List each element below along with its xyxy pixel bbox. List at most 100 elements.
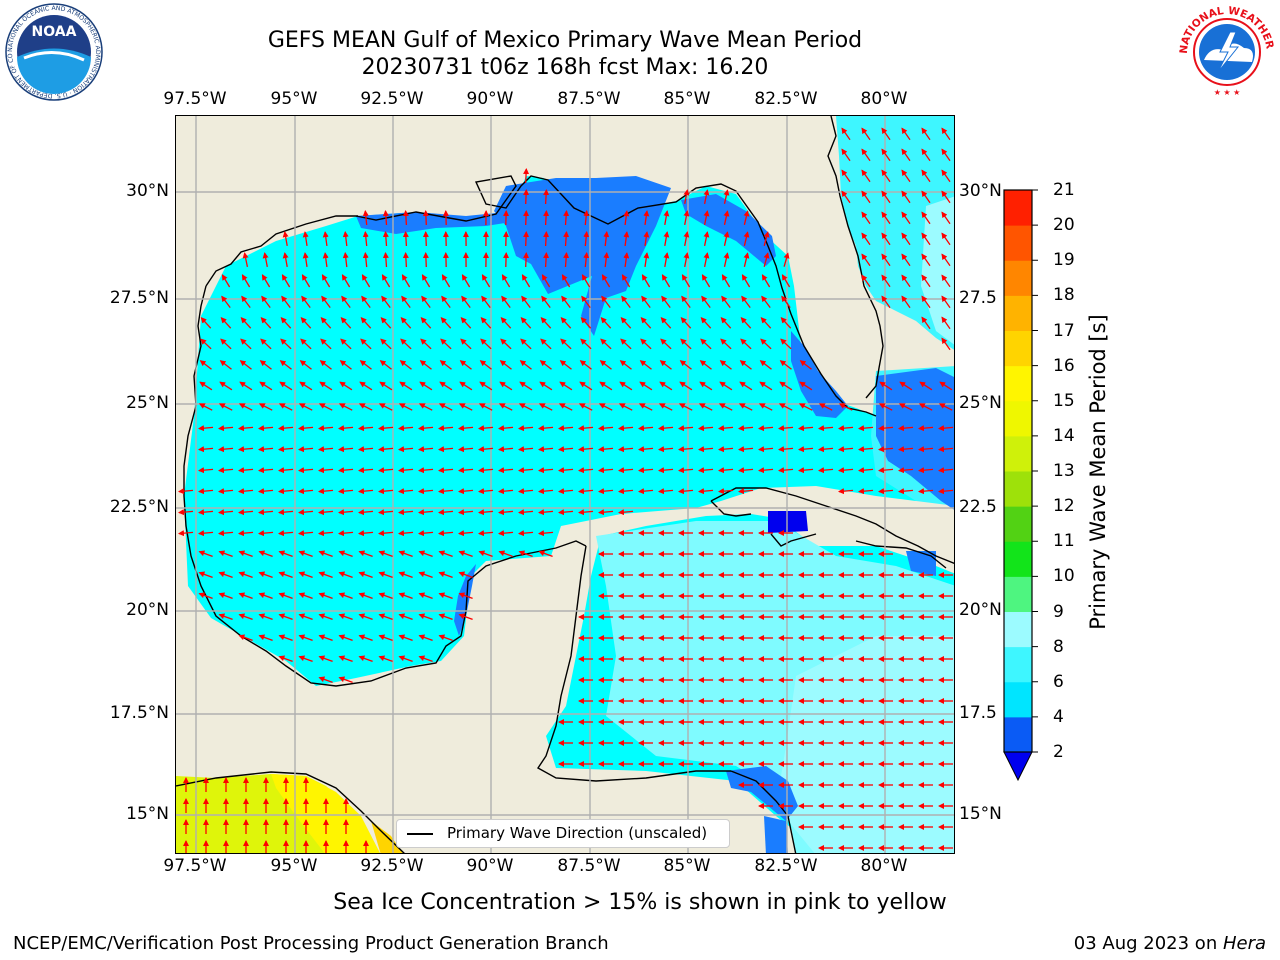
wave-direction-arrow: [878, 488, 894, 495]
wave-direction-arrow: [401, 274, 411, 288]
map-legend: Primary Wave Direction (unscaled): [396, 819, 730, 848]
wave-direction-arrow: [543, 189, 550, 205]
wave-direction-arrow: [679, 360, 692, 370]
wave-direction-arrow: [523, 231, 530, 247]
wave-direction-arrow: [398, 425, 414, 432]
wave-direction-arrow: [538, 467, 554, 474]
lat-label: 22.5: [959, 497, 997, 517]
wave-direction-arrow: [540, 317, 552, 329]
lat-label: 20°N: [126, 600, 169, 620]
wave-direction-arrow: [398, 488, 414, 495]
wave-direction-arrow: [418, 613, 433, 621]
wave-direction-arrow: [539, 360, 552, 370]
wave-direction-arrow: [663, 231, 670, 247]
wave-direction-arrow: [559, 360, 572, 370]
wave-direction-arrow: [298, 467, 314, 474]
wave-direction-arrow: [921, 211, 931, 225]
wave-direction-arrow: [861, 274, 871, 288]
wave-direction-arrow: [558, 403, 573, 411]
wave-direction-arrow: [678, 446, 694, 453]
wave-direction-arrow: [701, 274, 711, 288]
wave-direction-arrow: [881, 169, 891, 183]
wave-direction-arrow: [659, 381, 673, 391]
wave-direction-arrow: [420, 317, 432, 329]
colorbar-tick-label: 20: [1053, 215, 1075, 236]
wave-direction-arrow: [501, 295, 511, 308]
colorbar-tick-label: 18: [1053, 285, 1075, 306]
wave-direction-arrow: [683, 189, 690, 205]
wave-direction-arrow: [338, 403, 353, 411]
wave-direction-arrow: [623, 252, 630, 267]
colorbar-segment: [1004, 435, 1032, 472]
wave-direction-arrow: [398, 655, 413, 663]
wave-direction-arrow: [558, 446, 574, 453]
wave-direction-arrow: [460, 317, 472, 329]
wave-direction-arrow: [523, 210, 530, 226]
wave-direction-arrow: [901, 148, 911, 162]
wave-direction-arrow: [198, 571, 213, 579]
wave-direction-arrow: [618, 425, 634, 432]
wave-direction-arrow: [618, 509, 634, 516]
wave-direction-arrow: [881, 253, 891, 267]
lon-label: 80°W: [860, 856, 908, 876]
lat-label: 17.5°N: [109, 703, 169, 723]
wave-direction-arrow: [581, 274, 591, 288]
wave-direction-arrow: [623, 210, 630, 225]
wave-direction-arrow: [458, 530, 474, 537]
wave-direction-arrow: [779, 360, 792, 370]
wave-direction-arrow: [278, 655, 293, 663]
wave-direction-arrow: [620, 338, 632, 350]
colorbar-segment: [1004, 295, 1032, 331]
wave-direction-arrow: [759, 360, 772, 370]
wave-direction-arrow: [678, 467, 694, 474]
wave-direction-arrow: [382, 252, 389, 268]
wave-direction-arrow: [438, 488, 454, 495]
wave-direction-arrow: [878, 425, 894, 432]
wave-direction-arrow: [198, 446, 214, 453]
wave-direction-arrow: [262, 252, 269, 268]
wave-direction-arrow: [898, 488, 914, 495]
wave-direction-arrow: [298, 655, 313, 663]
wave-direction-arrow: [400, 338, 412, 350]
wave-direction-arrow: [258, 446, 274, 453]
wave-direction-arrow: [480, 317, 492, 329]
wave-direction-arrow: [478, 425, 494, 432]
wave-direction-arrow: [258, 509, 274, 516]
noaa-logo: NATIONAL OCEANIC AND ATMOSPHERIC ADMINIS…: [4, 2, 103, 101]
wave-direction-arrow: [458, 446, 474, 453]
wave-direction-arrow: [523, 252, 530, 268]
wave-direction-arrow: [218, 403, 233, 411]
wave-direction-arrow: [298, 571, 313, 579]
wave-direction-arrow: [623, 231, 630, 246]
wave-direction-arrow: [758, 403, 773, 411]
wave-direction-arrow: [318, 655, 333, 663]
wave-direction-arrow: [719, 360, 732, 370]
wave-direction-arrow: [683, 252, 690, 268]
colorbar-tick-label: 2: [1053, 742, 1064, 762]
wave-direction-arrow: [679, 381, 693, 391]
wave-direction-arrow: [538, 509, 554, 516]
wave-direction-arrow: [298, 613, 313, 621]
wave-direction-arrow: [618, 446, 634, 453]
lon-label: 95°W: [270, 89, 318, 109]
wave-direction-arrow: [658, 425, 674, 432]
wave-direction-arrow: [440, 338, 452, 350]
shelf-texas: [356, 204, 524, 234]
wave-direction-arrow: [898, 446, 914, 453]
wave-direction-arrow: [358, 571, 373, 579]
wave-direction-arrow: [178, 488, 194, 495]
wave-direction-arrow: [600, 338, 612, 350]
wave-direction-arrow: [918, 425, 934, 432]
wave-direction-arrow: [738, 446, 754, 453]
wave-direction-arrow: [918, 488, 934, 495]
wave-direction-arrow: [518, 425, 534, 432]
wave-direction-arrow: [558, 467, 574, 474]
wave-direction-arrow: [921, 253, 931, 267]
wave-direction-arrow: [338, 550, 353, 558]
wave-direction-arrow: [778, 403, 793, 411]
wave-direction-arrow: [543, 231, 550, 247]
wave-direction-arrow: [601, 274, 611, 288]
wave-direction-arrow: [418, 488, 434, 495]
colorbar-segment: [1004, 646, 1032, 683]
wave-direction-arrow: [518, 530, 534, 537]
